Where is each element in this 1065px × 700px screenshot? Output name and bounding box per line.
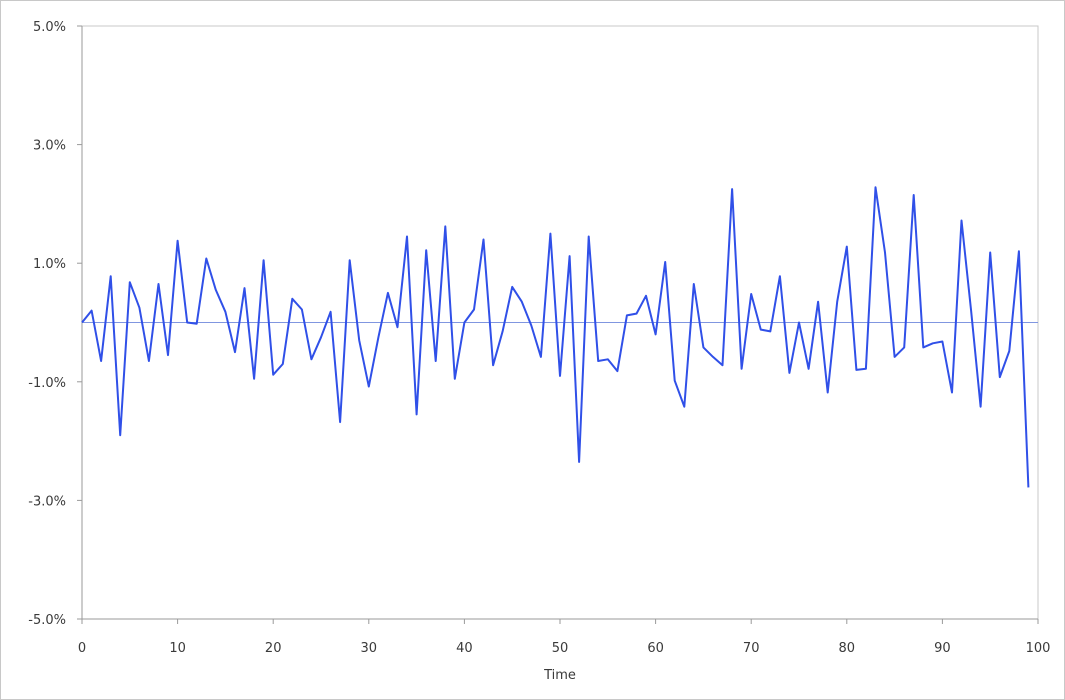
x-tick-label: 80 <box>839 641 856 656</box>
x-tick-label: 90 <box>934 641 951 656</box>
y-tick-label: 1.0% <box>33 257 66 272</box>
y-tick-label: -5.0% <box>28 613 66 628</box>
x-tick-label: 10 <box>169 641 186 656</box>
y-tick-label: -1.0% <box>28 376 66 391</box>
x-axis-ticks: 0 10 20 30 40 50 60 70 80 90 100 <box>78 619 1051 656</box>
x-tick-label: 50 <box>552 641 569 656</box>
series-line <box>81 186 1030 488</box>
x-tick-label: 100 <box>1026 641 1051 656</box>
x-tick-label: 60 <box>647 641 664 656</box>
x-tick-label: 0 <box>78 641 86 656</box>
x-tick-label: 20 <box>265 641 282 656</box>
y-tick-label: -3.0% <box>28 494 66 509</box>
y-tick-label: 3.0% <box>33 139 66 154</box>
y-axis-ticks: 5.0% 3.0% 1.0% -1.0% -3.0% -5.0% <box>28 20 82 628</box>
x-axis-title: Time <box>543 668 576 683</box>
x-tick-label: 40 <box>456 641 473 656</box>
y-tick-label: 5.0% <box>33 20 66 35</box>
x-tick-label: 30 <box>361 641 378 656</box>
series-layer <box>81 186 1030 488</box>
x-tick-label: 70 <box>743 641 760 656</box>
